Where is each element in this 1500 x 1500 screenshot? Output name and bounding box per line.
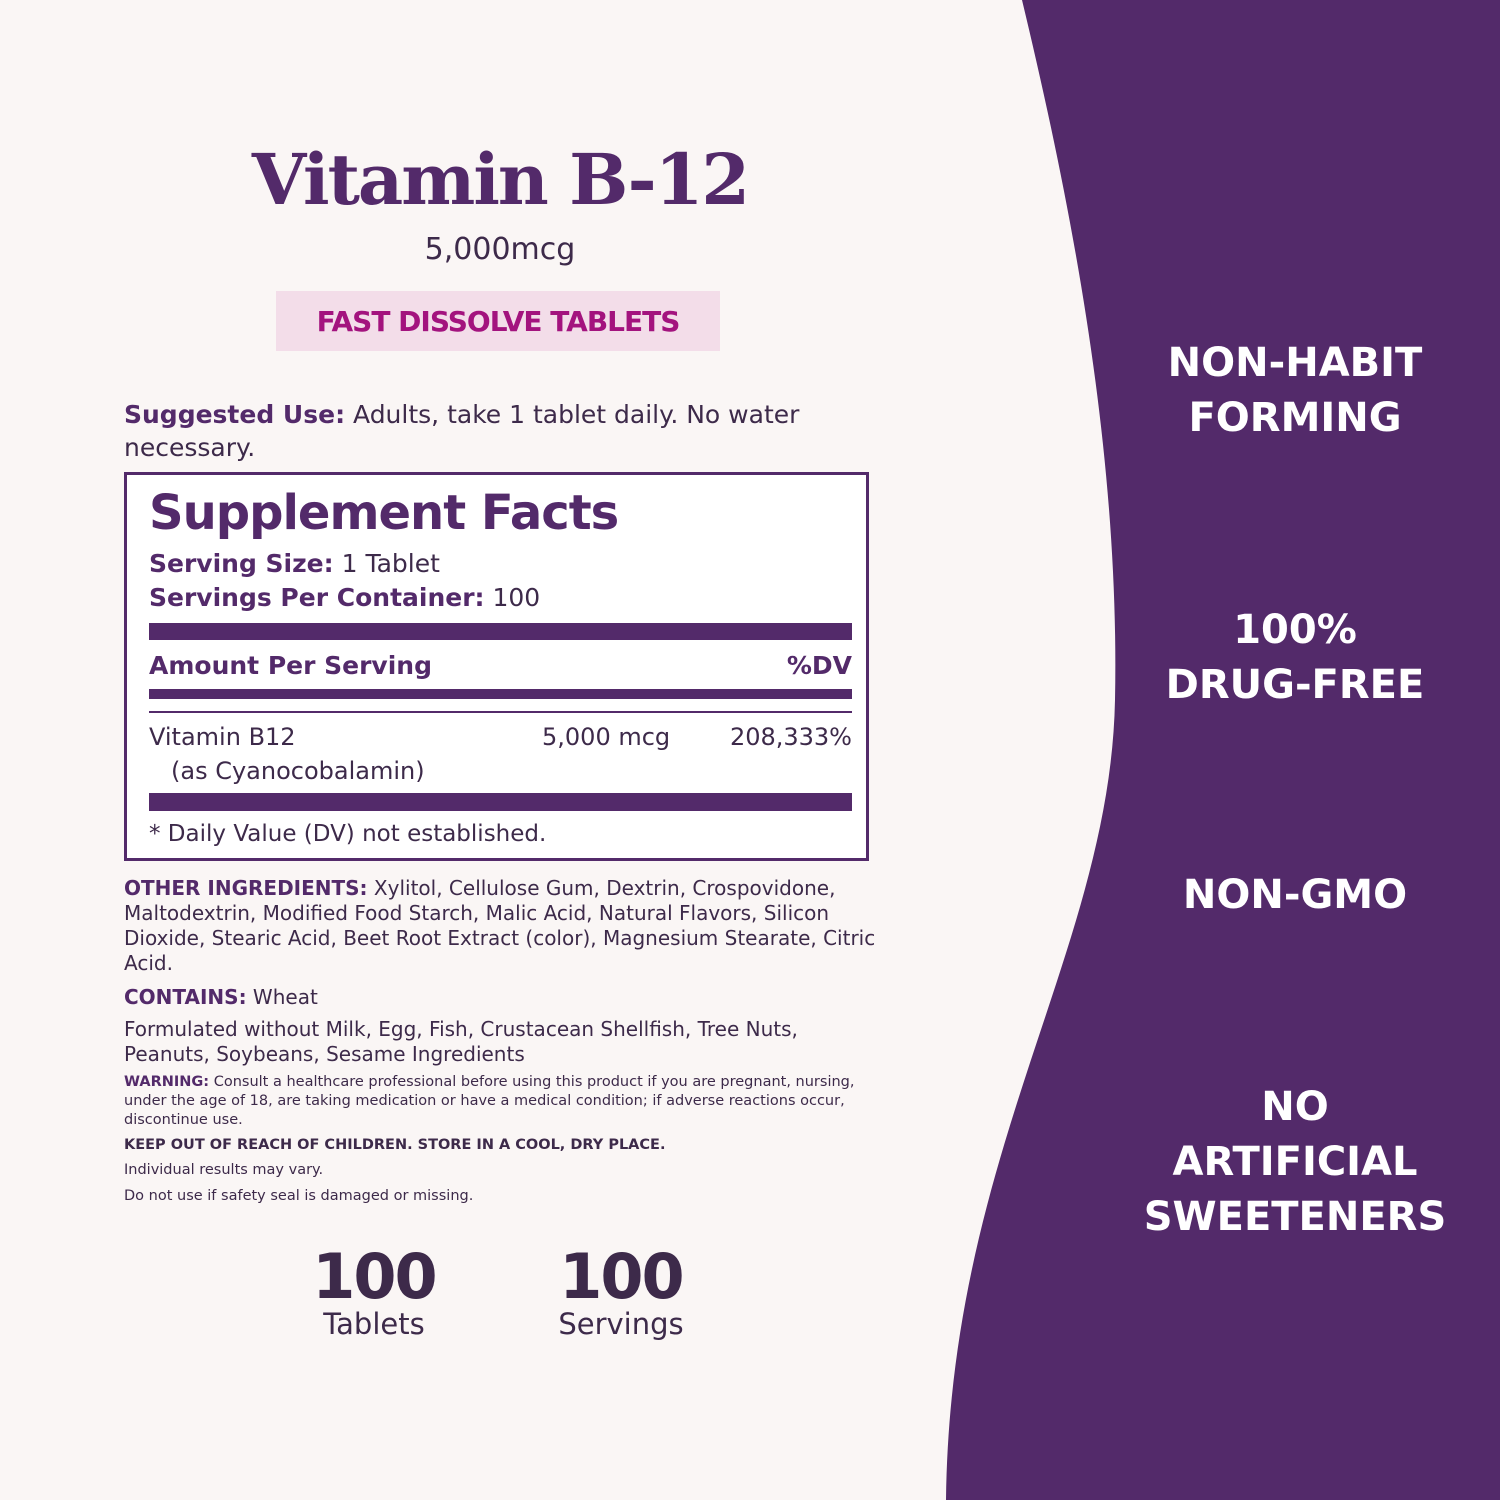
formulated-without: Formulated without Milk, Egg, Fish, Crus… bbox=[124, 1017, 798, 1066]
servings-label: Servings Per Container: bbox=[149, 583, 485, 612]
claim-line: FORMING bbox=[1188, 395, 1402, 441]
suggested-use: Suggested Use: Adults, take 1 tablet dai… bbox=[124, 398, 824, 464]
nutrient-amount: 5,000 mcg bbox=[542, 723, 671, 751]
tablet-count-label: Tablets bbox=[323, 1307, 425, 1341]
amount-header: Amount Per Serving bbox=[149, 651, 432, 680]
serving-count-number: 100 bbox=[559, 1240, 684, 1313]
serving-count-label: Servings bbox=[558, 1307, 684, 1341]
warning-label: WARNING: bbox=[124, 1074, 210, 1090]
thin-divider bbox=[149, 711, 852, 713]
contains: CONTAINS: Wheat bbox=[124, 985, 884, 1010]
product-dose: 5,000mcg bbox=[424, 232, 576, 267]
servings-per-container: Servings Per Container: 100 bbox=[149, 583, 540, 612]
claim-drug-free: 100% DRUG-FREE bbox=[1130, 603, 1460, 713]
supplement-facts-panel: Supplement Facts Serving Size: 1 Tablet … bbox=[124, 472, 869, 861]
claim-line: 100% bbox=[1233, 607, 1357, 653]
warning: WARNING: Consult a healthcare profession… bbox=[124, 1073, 884, 1130]
serving-size: Serving Size: 1 Tablet bbox=[149, 549, 440, 578]
product-title: Vitamin B-12 bbox=[251, 138, 750, 221]
contains-text: Wheat bbox=[246, 985, 318, 1009]
nutrient-row: Vitamin B12 (as Cyanocobalamin) 5,000 mc… bbox=[149, 723, 852, 785]
claim-line: NON-GMO bbox=[1182, 872, 1408, 918]
serving-size-label: Serving Size: bbox=[149, 549, 334, 578]
nutrient-name: Vitamin B12 bbox=[149, 723, 296, 751]
claim-non-gmo: NON-GMO bbox=[1130, 868, 1460, 923]
suggested-use-label: Suggested Use: bbox=[124, 400, 346, 429]
serving-size-value: 1 Tablet bbox=[333, 549, 440, 578]
claim-line: DRUG-FREE bbox=[1165, 662, 1425, 708]
thick-divider bbox=[149, 793, 852, 811]
servings-value: 100 bbox=[484, 583, 541, 612]
claim-no-artificial-sweeteners: NO ARTIFICIAL SWEETENERS bbox=[1130, 1080, 1460, 1245]
other-ingredients-label: OTHER INGREDIENTS: bbox=[124, 876, 368, 900]
claim-line: ARTIFICIAL bbox=[1172, 1139, 1418, 1185]
claim-line: NON-HABIT bbox=[1167, 340, 1423, 386]
product-badge: FAST DISSOLVE TABLETS bbox=[276, 291, 720, 351]
nutrient-dv: 208,333% bbox=[729, 723, 852, 751]
contains-label: CONTAINS: bbox=[124, 985, 247, 1009]
medium-divider bbox=[149, 689, 852, 699]
facts-footnote: * Daily Value (DV) not established. bbox=[149, 821, 547, 847]
serving-count: 100 Servings bbox=[521, 1240, 721, 1341]
warning-text: Consult a healthcare professional before… bbox=[124, 1074, 855, 1128]
claim-non-habit-forming: NON-HABIT FORMING bbox=[1130, 336, 1460, 446]
claim-line: NO bbox=[1261, 1084, 1329, 1130]
other-ingredients: OTHER INGREDIENTS: Xylitol, Cellulose Gu… bbox=[124, 876, 884, 976]
suggested-use-text: Adults, take 1 tablet daily. No water ne… bbox=[124, 400, 800, 462]
seal-notice: Do not use if safety seal is damaged or … bbox=[124, 1188, 474, 1204]
nutrient-form: (as Cyanocobalamin) bbox=[171, 757, 425, 785]
facts-title: Supplement Facts bbox=[149, 485, 619, 541]
dv-header: %DV bbox=[786, 651, 852, 680]
keep-out-notice: KEEP OUT OF REACH OF CHILDREN. STORE IN … bbox=[124, 1137, 666, 1153]
tablet-count-number: 100 bbox=[312, 1240, 437, 1313]
tablet-count: 100 Tablets bbox=[274, 1240, 474, 1341]
thick-divider bbox=[149, 623, 852, 640]
amount-header-row: Amount Per Serving %DV bbox=[149, 651, 852, 680]
claim-line: SWEETENERS bbox=[1143, 1194, 1447, 1240]
other-ingredients-text: Xylitol, Cellulose Gum, Dextrin, Crospov… bbox=[124, 876, 876, 975]
results-notice: Individual results may vary. bbox=[124, 1162, 324, 1178]
